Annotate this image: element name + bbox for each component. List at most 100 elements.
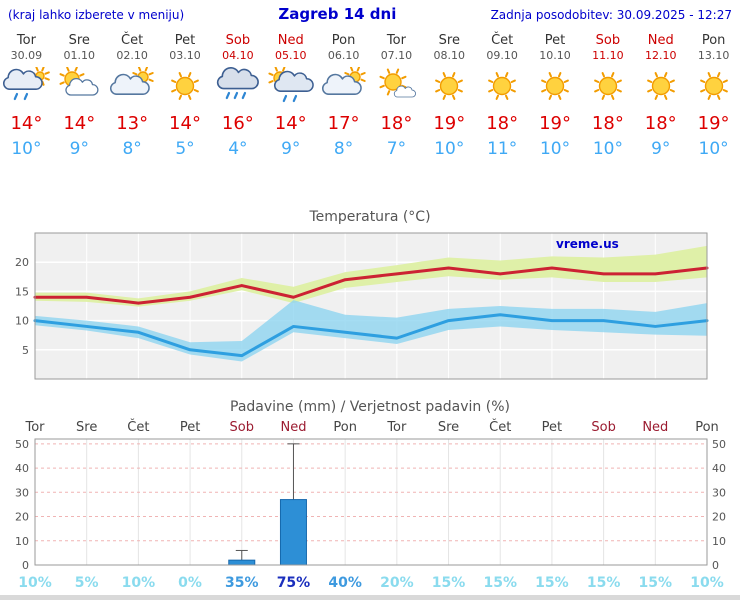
low-temp: 9°: [69, 139, 89, 159]
precip-probability: 15%: [638, 575, 673, 591]
svg-text:Sob: Sob: [591, 420, 615, 435]
high-temp: 19°: [539, 113, 571, 134]
day-name: Sre: [68, 33, 90, 48]
precipitation-probability-row: 10% 5% 10% 0% 35% 75% 40% 20% 15% 15% 15% 15% 15% 10%: [0, 573, 740, 595]
svg-text:20: 20: [15, 256, 29, 269]
svg-text:Tor: Tor: [386, 420, 407, 435]
day-date: 01.10: [63, 49, 96, 62]
svg-text:40: 40: [15, 462, 29, 475]
day-name: Pon: [701, 33, 726, 48]
low-temp: 5°: [175, 139, 195, 159]
temperature-chart-block: Temperatura (°C) 5 10 15 20 vreme.us: [0, 209, 740, 391]
high-temp: 18°: [644, 113, 677, 134]
weather-icon-sunny: [423, 67, 476, 111]
day-column-02-10: Čet 02.10 13° 8°: [106, 33, 159, 179]
day-column-06-10: Pon 06.10 17° 8°: [317, 33, 370, 179]
svg-text:Sob: Sob: [230, 420, 254, 435]
svg-text:10: 10: [15, 535, 29, 548]
day-column-08-10: Sre 08.10 19° 10°: [423, 33, 476, 179]
high-temp: 14°: [10, 113, 43, 134]
precip-probability: 15%: [431, 575, 466, 591]
precip-probability: 0%: [178, 575, 202, 591]
day-name: Sre: [438, 33, 460, 48]
svg-text:10: 10: [712, 535, 726, 548]
svg-text:Sre: Sre: [76, 420, 97, 435]
svg-text:Pet: Pet: [542, 420, 562, 435]
precip-probability: 15%: [483, 575, 517, 591]
spacer: [0, 179, 740, 209]
day-date: 06.10: [327, 49, 360, 62]
high-temp: 18°: [591, 113, 624, 134]
day-column-03-10: Pet 03.10 14° 5°: [159, 33, 212, 179]
day-name: Sob: [595, 33, 621, 48]
day-date: 11.10: [592, 49, 624, 62]
precip-probability: 15%: [586, 575, 621, 591]
day-name: Ned: [647, 33, 674, 48]
day-column-30-09: Tor 30.09 14° 10°: [0, 33, 53, 179]
footer-strip: [0, 595, 740, 600]
low-temp: 9°: [281, 139, 301, 159]
svg-text:Pon: Pon: [695, 420, 719, 435]
day-column-09-10: Čet 09.10 18° 11°: [476, 33, 529, 179]
temperature-chart-title: Temperatura (°C): [309, 209, 431, 225]
svg-text:50: 50: [15, 438, 29, 451]
day-column-04-10: Sob 04.10 16° 4°: [211, 33, 264, 179]
low-temp: 8°: [333, 139, 354, 159]
svg-text:30: 30: [15, 486, 29, 499]
svg-text:0: 0: [22, 559, 29, 569]
low-temp: 8°: [122, 139, 142, 159]
svg-text:Sre: Sre: [438, 420, 459, 435]
day-date: 09.10: [486, 49, 518, 62]
watermark: vreme.us: [556, 237, 619, 251]
day-column-05-10: Ned 05.10 14° 9°: [264, 33, 317, 179]
day-date: 08.10: [433, 49, 466, 62]
svg-text:0: 0: [712, 559, 719, 569]
day-column-07-10: Tor 07.10 18° 7°: [370, 33, 423, 179]
high-temp: 18°: [486, 113, 519, 134]
low-temp: 10°: [592, 139, 623, 159]
high-temp: 14°: [63, 113, 96, 134]
weather-icon-partly-cloudy: [53, 66, 106, 111]
svg-text:10: 10: [15, 315, 29, 328]
low-temp: 4°: [228, 139, 248, 159]
forecast-day-strip: Tor 30.09 14° 10° Sre 01.10 14° 9° Čet 02.10 13° 8°…: [0, 33, 740, 179]
svg-text:Pet: Pet: [180, 420, 200, 435]
precip-probability: 10%: [121, 575, 156, 591]
low-temp: 11°: [487, 139, 518, 159]
page-header: (kraj lahko izberete v meniju) Zagreb 14…: [0, 0, 740, 25]
low-temp: 7°: [386, 139, 407, 159]
weather-icon-sunny: [634, 67, 687, 111]
high-temp: 13°: [116, 113, 149, 134]
high-temp: 19°: [433, 113, 466, 134]
svg-text:40: 40: [712, 462, 726, 475]
precip-probability: 35%: [225, 575, 259, 591]
day-name: Čet: [491, 33, 514, 48]
day-name: Sob: [225, 33, 251, 48]
precip-probability: 10%: [690, 575, 724, 591]
svg-text:Čet: Čet: [127, 419, 149, 435]
svg-text:20: 20: [15, 511, 29, 524]
day-date: 04.10: [222, 49, 254, 62]
precipitation-chart-title: Padavine (mm) / Verjetnost padavin (%): [230, 399, 510, 415]
day-date: 03.10: [169, 49, 201, 62]
svg-text:Ned: Ned: [642, 420, 668, 435]
precip-probability: 75%: [276, 575, 311, 591]
day-column-10-10: Pet 10.10 19° 10°: [529, 33, 582, 179]
day-name: Pet: [544, 33, 566, 48]
day-date: 02.10: [116, 49, 148, 62]
svg-text:Ned: Ned: [280, 420, 306, 435]
precip-probability: 20%: [380, 575, 414, 591]
weather-icon-showers: [0, 66, 53, 111]
weather-icon-sunny: [687, 67, 740, 111]
day-date: 12.10: [644, 49, 677, 62]
day-date: 07.10: [380, 49, 413, 62]
svg-text:Pon: Pon: [333, 420, 357, 435]
precip-probability: 40%: [328, 575, 362, 591]
day-name: Tor: [16, 33, 36, 48]
low-temp: 10°: [698, 139, 729, 159]
svg-text:50: 50: [712, 438, 726, 451]
day-name: Pet: [174, 33, 196, 48]
high-temp: 14°: [274, 113, 307, 134]
high-temp: 16°: [221, 113, 254, 134]
day-column-12-10: Ned 12.10 18° 9°: [634, 33, 687, 179]
